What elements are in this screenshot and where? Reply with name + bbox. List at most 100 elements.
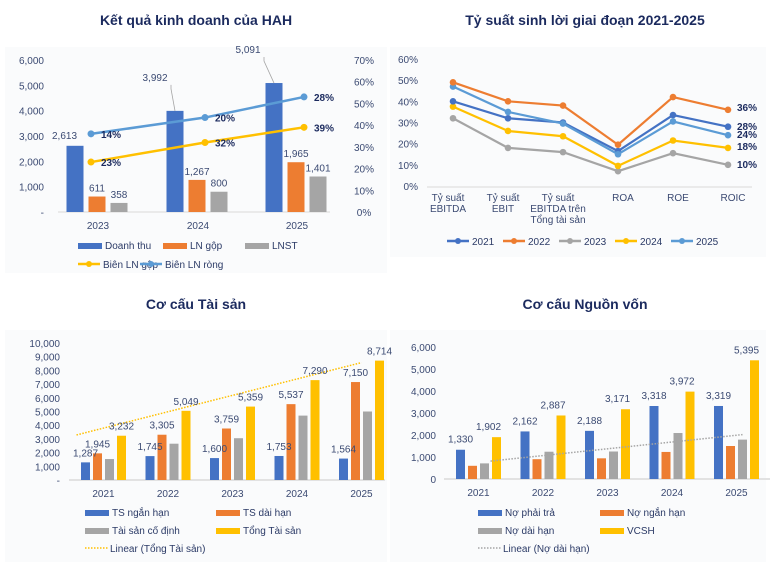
bar-tài-sản-cố-định — [234, 438, 243, 480]
trendline — [76, 361, 362, 436]
line-marker — [724, 161, 732, 169]
legend-label: 2023 — [584, 237, 607, 248]
x-tick-label: 2021 — [92, 489, 115, 500]
data-label: 2,613 — [52, 131, 77, 142]
bar-lnst — [210, 191, 228, 212]
bar-ts-ngắn-hạn — [210, 458, 219, 480]
y-tick-label: 7,000 — [35, 380, 60, 391]
legend-label: TS ngắn hạn — [112, 506, 169, 519]
panel-asset-structure — [5, 330, 387, 562]
legend-label: Nợ ngắn hạn — [627, 506, 685, 519]
bar-tài-sản-cố-định — [105, 459, 114, 480]
legend-marker — [148, 261, 154, 267]
bar-nợ-phải-trả — [714, 405, 723, 479]
legend-item: Tài sản cố định — [85, 525, 180, 537]
y2-tick-label: 0% — [357, 208, 372, 219]
legend-item: Tổng Tài sản — [216, 525, 301, 537]
line-marker — [724, 144, 732, 152]
data-label: 800 — [211, 179, 228, 190]
x-tick-label: EBITDA — [430, 204, 466, 215]
legend-label: Doanh thu — [105, 241, 151, 252]
data-label: 23% — [101, 158, 121, 169]
bar-nợ-dài-hạn — [609, 451, 618, 479]
line-marker — [669, 149, 677, 157]
data-label: 5,537 — [278, 390, 303, 401]
line-marker — [300, 123, 308, 131]
legend-marker — [567, 238, 573, 244]
data-label: 39% — [314, 123, 334, 134]
data-label: 7,290 — [302, 366, 327, 377]
x-tick-label: Tỷ suất — [432, 192, 465, 204]
bar-nợ-dài-hạn — [480, 463, 489, 479]
bar-nợ-dài-hạn — [673, 433, 683, 479]
data-label: 5,049 — [173, 397, 198, 408]
legend-item: VCSH — [600, 526, 655, 537]
y-tick-label: 30% — [398, 119, 418, 130]
data-label: 7,150 — [343, 368, 368, 379]
data-label: 611 — [89, 184, 105, 195]
y2-tick-label: 60% — [354, 78, 374, 89]
line-marker — [504, 108, 512, 116]
y-tick-label: - — [41, 208, 44, 219]
x-tick-label: 2021 — [467, 488, 490, 499]
x-tick-label: Tỷ suất — [487, 192, 520, 204]
legend-marker — [623, 238, 629, 244]
y-tick-label: 5,000 — [411, 365, 436, 376]
bar-ln-gộp — [287, 162, 305, 212]
y-tick-label: 10% — [398, 161, 418, 172]
bar-tổng-tài-sản — [246, 406, 255, 480]
data-label: 5,091 — [235, 45, 260, 56]
line-marker — [449, 98, 457, 105]
bar-vcsh — [685, 391, 695, 479]
legend-item: TS dài hạn — [216, 508, 291, 519]
line-marker — [614, 167, 622, 175]
bar-doanh-thu — [66, 145, 84, 212]
line-marker — [559, 132, 567, 140]
legend-item: Nợ dài hạn — [478, 526, 554, 537]
legend-marker — [511, 238, 517, 244]
x-tick-label: 2023 — [87, 221, 110, 232]
line-marker — [724, 123, 732, 131]
y-tick-label: - — [57, 476, 60, 487]
bar-nợ-ngắn-hạn — [661, 451, 671, 479]
bar-ln-gộp — [88, 196, 106, 212]
bar-nợ-phải-trả — [456, 449, 465, 479]
legend-label: TS dài hạn — [243, 508, 291, 519]
data-label: 14% — [101, 130, 121, 141]
x-tick-label: 2022 — [157, 489, 180, 500]
data-label: 2,188 — [577, 416, 602, 427]
y2-tick-label: 40% — [354, 121, 374, 132]
bar-tài-sản-cố-định — [298, 415, 308, 480]
end-label: 24% — [737, 130, 757, 141]
bar-nợ-ngắn-hạn — [468, 465, 477, 479]
legend-marker — [455, 238, 461, 244]
y2-tick-label: 30% — [354, 143, 374, 154]
chart-title-capital-structure: Cơ cấu Nguồn vốn — [522, 296, 648, 312]
y-tick-label: 6,000 — [411, 343, 436, 354]
line-marker — [504, 144, 512, 152]
x-tick-label: 2025 — [725, 488, 748, 499]
bar-tài-sản-cố-định — [169, 443, 179, 480]
line-marker — [614, 162, 622, 170]
bar-tổng-tài-sản — [117, 435, 126, 480]
data-label: 3,972 — [669, 377, 694, 388]
legend-label: Linear (Nợ dài hạn) — [503, 544, 590, 555]
line-marker — [201, 139, 209, 147]
legend-item: 2025 — [671, 237, 719, 248]
legend-swatch — [600, 528, 624, 534]
data-label: 32% — [215, 139, 235, 150]
y-tick-label: 8,000 — [35, 366, 60, 377]
y-tick-label: 6,000 — [35, 394, 60, 405]
bar-ts-ngắn-hạn — [339, 458, 348, 480]
data-label: 1,753 — [266, 442, 291, 453]
bar-nợ-ngắn-hạn — [726, 446, 735, 479]
data-label: 1,745 — [137, 442, 162, 453]
bar-nợ-ngắn-hạn — [597, 458, 606, 479]
bar-tổng-tài-sản — [375, 360, 384, 480]
legend-item: Linear (Tổng Tài sản) — [85, 543, 205, 555]
y-tick-label: 4,000 — [411, 387, 436, 398]
bar-vcsh — [750, 360, 759, 479]
x-tick-label: ROA — [612, 193, 634, 204]
data-label: 3,992 — [142, 73, 167, 84]
